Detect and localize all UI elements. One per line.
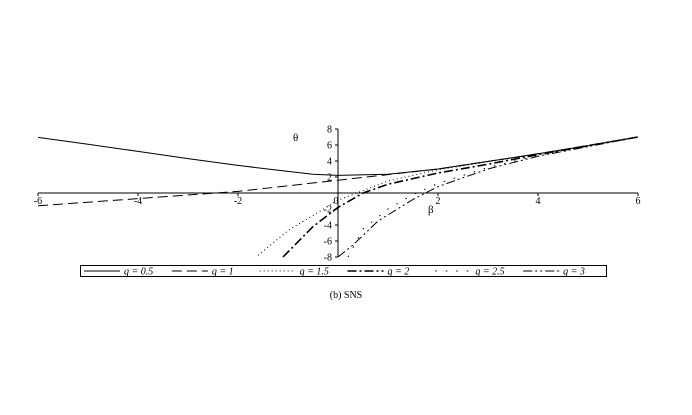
x-tick-label: 0 [334, 196, 339, 207]
series-line-4 [282, 136, 639, 258]
y-tick-label: -6 [324, 237, 332, 248]
x-tick-label: 4 [536, 196, 541, 207]
y-tick-label: -2 [324, 205, 332, 216]
x-tick-label: 6 [636, 196, 641, 207]
axes [37, 128, 639, 258]
y-axis-label: θ [293, 132, 298, 144]
x-tick-label: -6 [34, 196, 42, 207]
legend-label-2: q = 1 [212, 267, 234, 278]
x-tick-label: 2 [436, 196, 441, 207]
legend-label-5: q = 2.5 [475, 267, 504, 278]
y-tick-label: -8 [324, 253, 332, 264]
y-tick-label: -4 [324, 221, 332, 232]
x-tick-label: -4 [134, 196, 142, 207]
y-tick-label: 2 [327, 173, 332, 184]
legend: q = 0.5 q = 1 q = 1.5 q = 2 q = 2.5 q = 3 [84, 267, 585, 278]
x-tick-label: -2 [234, 196, 242, 207]
legend-label-1: q = 0.5 [124, 267, 153, 278]
series-line-6 [337, 136, 639, 258]
figure-caption: (b) SNS [329, 290, 363, 301]
legend-label-3: q = 1.5 [300, 267, 329, 278]
series-line-2 [37, 136, 639, 207]
legend-label-6: q = 3 [563, 267, 585, 278]
series-line-1 [37, 136, 639, 176]
series-line-5 [347, 136, 639, 258]
y-tick-label: 4 [327, 157, 332, 168]
y-tick-label: 6 [327, 141, 332, 152]
x-axis-label: β [428, 204, 434, 216]
y-tick-label: 8 [327, 125, 332, 136]
legend-frame [80, 265, 607, 277]
series-lines [37, 136, 639, 258]
legend-label-4: q = 2 [388, 267, 410, 278]
series-line-3 [257, 136, 639, 256]
